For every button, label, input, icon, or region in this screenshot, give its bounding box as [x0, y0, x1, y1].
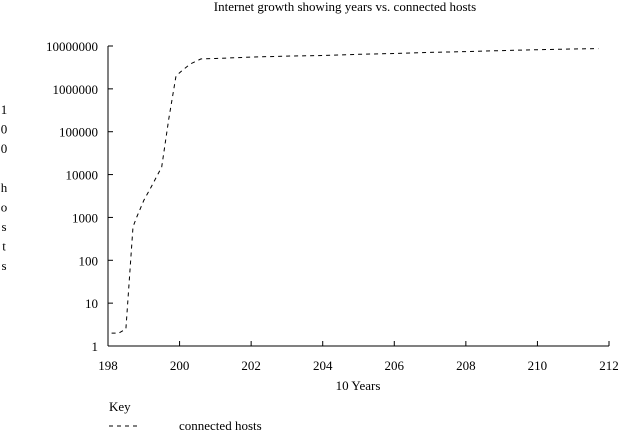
plot-area [107, 46, 609, 347]
x-tick-label-204: 204 [313, 358, 333, 373]
legend-title: Key [109, 399, 131, 414]
legend: Key connected hosts [109, 399, 262, 432]
y-axis-label-char: t [2, 239, 6, 254]
y-tick-label-100: 100 [79, 253, 99, 268]
y-axis-label-char: 1 [1, 102, 8, 117]
y-tick-label-1: 1 [92, 339, 99, 354]
legend-entry-connected-hosts: connected hosts [179, 418, 262, 432]
x-tick-label-200: 200 [170, 358, 190, 373]
y-axis-label-char: s [1, 258, 6, 273]
y-tick-label-10000000: 10000000 [46, 39, 98, 54]
y-axis-label-char: 0 [1, 141, 8, 156]
series-layer [111, 48, 599, 334]
x-tick-label-206: 206 [385, 358, 405, 373]
chart-title: Internet growth showing years vs. connec… [214, 0, 476, 14]
y-ticks: 1 10 100 1000 10000 100000 1000000 10000000 [46, 39, 113, 354]
x-tick-label-202: 202 [241, 358, 261, 373]
y-tick-label-1000000: 1000000 [53, 82, 99, 97]
x-tick-label-198: 198 [98, 358, 118, 373]
y-axis-label-char: o [1, 200, 8, 215]
x-tick-label-212: 212 [599, 358, 619, 373]
y-tick-label-10000: 10000 [66, 168, 99, 183]
x-ticks: 198 200 202 204 206 208 210 212 [98, 341, 619, 373]
series-line-connected-hosts [111, 48, 599, 334]
y-axis-label-char: 0 [1, 122, 8, 137]
y-axis-label-char: h [1, 180, 8, 195]
y-tick-label-10: 10 [85, 296, 98, 311]
y-axis-label-char: s [1, 219, 6, 234]
x-tick-label-208: 208 [456, 358, 476, 373]
y-tick-label-1000: 1000 [72, 210, 98, 225]
x-tick-label-210: 210 [528, 358, 548, 373]
y-tick-label-100000: 100000 [59, 125, 98, 140]
x-axis-label: 10 Years [336, 378, 381, 393]
